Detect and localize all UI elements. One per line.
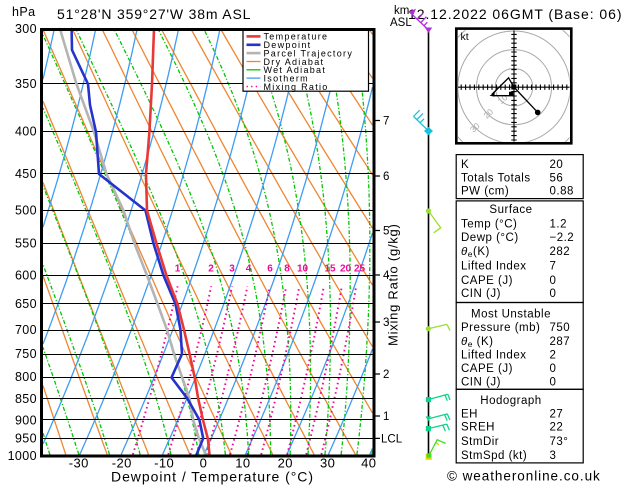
svg-text:1.2: 1.2 [550, 218, 568, 230]
svg-text:StmSpd (kt): StmSpd (kt) [461, 450, 527, 462]
svg-text:2: 2 [383, 369, 389, 381]
svg-text:Lifted Index: Lifted Index [461, 349, 526, 361]
svg-text:8: 8 [284, 264, 290, 275]
svg-text:StmDir: StmDir [461, 436, 499, 448]
svg-text:20: 20 [278, 456, 293, 471]
svg-text:850: 850 [15, 392, 37, 406]
svg-text:73°: 73° [550, 436, 569, 448]
svg-text:kt: kt [461, 31, 469, 43]
svg-text:450: 450 [15, 167, 37, 181]
svg-text:Mixing Ratio: Mixing Ratio [264, 82, 329, 92]
svg-text:hPa: hPa [12, 5, 35, 19]
svg-text:12.12.2022 06GMT (Base: 06): 12.12.2022 06GMT (Base: 06) [408, 6, 623, 22]
svg-text:300: 300 [15, 22, 37, 36]
svg-text:287: 287 [550, 336, 571, 348]
svg-text:10: 10 [235, 456, 250, 471]
svg-text:Parcel Trajectory: Parcel Trajectory [264, 48, 354, 58]
svg-text:3: 3 [550, 450, 557, 462]
svg-text:650: 650 [15, 297, 37, 311]
svg-text:6: 6 [267, 264, 273, 275]
svg-text:0: 0 [550, 275, 557, 287]
svg-text:Lifted Index: Lifted Index [461, 260, 526, 272]
svg-text:15: 15 [324, 264, 336, 275]
svg-text:400: 400 [15, 125, 37, 139]
svg-text:-10: -10 [154, 456, 174, 471]
svg-text:0: 0 [200, 456, 208, 471]
svg-text:Temperature: Temperature [264, 32, 329, 42]
svg-text:20: 20 [340, 264, 352, 275]
svg-text:7: 7 [383, 116, 389, 128]
svg-text:Most Unstable: Most Unstable [471, 309, 551, 321]
svg-text:EH: EH [461, 409, 478, 421]
svg-text:© weatheronline.co.uk: © weatheronline.co.uk [447, 469, 601, 484]
svg-text:Dewpoint: Dewpoint [264, 40, 312, 50]
svg-text:Surface: Surface [489, 204, 532, 216]
svg-text:282: 282 [550, 246, 571, 258]
svg-text:-20: -20 [112, 456, 132, 471]
svg-text:700: 700 [15, 323, 37, 337]
svg-text:6: 6 [383, 171, 389, 183]
svg-text:350: 350 [15, 77, 37, 91]
svg-text:22: 22 [550, 422, 564, 434]
svg-text:7: 7 [550, 260, 557, 272]
svg-text:Dewpoint / Temperature (°C): Dewpoint / Temperature (°C) [111, 469, 314, 485]
svg-text:56: 56 [550, 172, 564, 184]
svg-text:10: 10 [297, 264, 309, 275]
svg-text:−2.2: −2.2 [550, 232, 575, 244]
svg-text:0: 0 [550, 288, 557, 300]
svg-text:Dry Adiabat: Dry Adiabat [264, 57, 325, 67]
svg-text:27: 27 [550, 409, 564, 421]
svg-text:500: 500 [15, 204, 37, 218]
svg-text:950: 950 [15, 432, 37, 446]
svg-text:25: 25 [354, 264, 366, 275]
svg-text:2: 2 [550, 349, 557, 361]
svg-text:1: 1 [383, 411, 389, 423]
svg-text:600: 600 [15, 269, 37, 283]
svg-text:5: 5 [383, 226, 389, 238]
svg-text:900: 900 [15, 413, 37, 427]
svg-text:3: 3 [383, 317, 389, 329]
svg-text:CIN (J): CIN (J) [461, 377, 501, 389]
svg-text:-30: -30 [69, 456, 89, 471]
svg-text:θe (K): θe (K) [461, 336, 494, 349]
svg-text:3: 3 [229, 264, 235, 275]
svg-text:CAPE (J): CAPE (J) [461, 275, 513, 287]
svg-text:SREH: SREH [461, 422, 495, 434]
svg-text:750: 750 [550, 322, 571, 334]
svg-text:550: 550 [15, 237, 37, 251]
svg-text:LCL: LCL [381, 434, 403, 446]
svg-text:0.88: 0.88 [550, 185, 574, 197]
svg-text:Wet Adiabat: Wet Adiabat [264, 65, 327, 75]
svg-text:0: 0 [550, 377, 557, 389]
svg-text:20: 20 [550, 159, 564, 171]
svg-text:1: 1 [175, 264, 181, 275]
svg-text:51°28'N 359°27'W 38m ASL: 51°28'N 359°27'W 38m ASL [57, 6, 251, 22]
svg-text:ASL: ASL [390, 17, 412, 29]
svg-text:Mixing Ratio (g/kg): Mixing Ratio (g/kg) [386, 223, 401, 346]
svg-text:K: K [461, 159, 469, 171]
svg-text:CAPE (J): CAPE (J) [461, 363, 513, 375]
svg-text:km: km [394, 5, 409, 17]
svg-text:1000: 1000 [8, 449, 37, 463]
svg-text:30: 30 [320, 456, 335, 471]
svg-text:Totals Totals: Totals Totals [461, 172, 531, 184]
svg-text:40: 40 [361, 456, 376, 471]
svg-text:800: 800 [15, 370, 37, 384]
svg-text:2: 2 [208, 264, 214, 275]
svg-text:PW (cm): PW (cm) [461, 185, 509, 197]
svg-text:4: 4 [246, 264, 252, 275]
svg-text:Isotherm: Isotherm [264, 73, 309, 83]
svg-text:0: 0 [550, 363, 557, 375]
svg-text:750: 750 [15, 347, 37, 361]
svg-text:4: 4 [383, 270, 390, 282]
svg-text:CIN (J): CIN (J) [461, 288, 501, 300]
svg-text:Pressure (mb): Pressure (mb) [461, 322, 540, 334]
svg-text:Dewp (°C): Dewp (°C) [461, 232, 519, 244]
svg-text:Temp (°C): Temp (°C) [461, 218, 517, 230]
svg-text:θe(K): θe(K) [461, 246, 490, 259]
svg-text:Hodograph: Hodograph [480, 395, 541, 407]
